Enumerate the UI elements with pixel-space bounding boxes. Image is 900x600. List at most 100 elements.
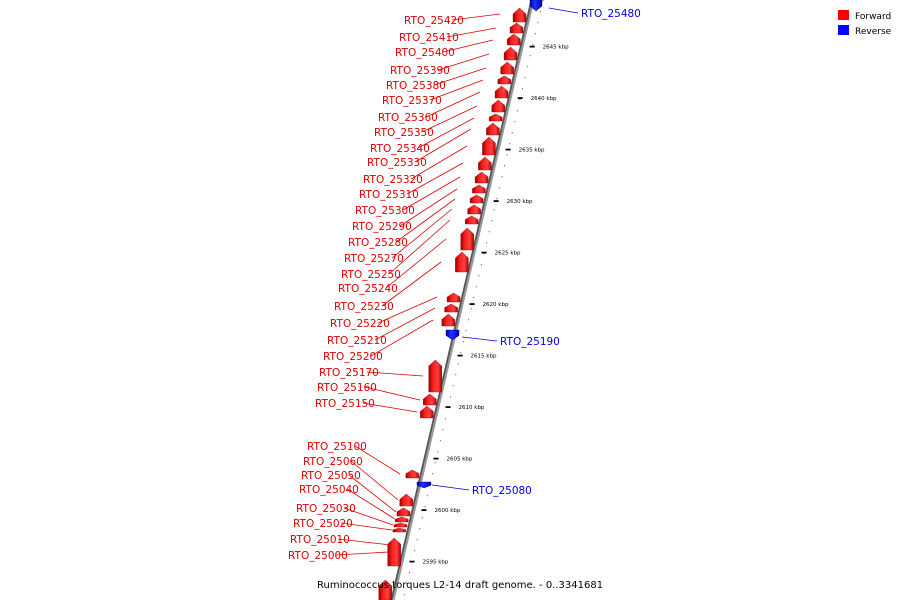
gene-RTO_25340[interactable] [488,113,503,122]
gene-RTO_25400[interactable] [507,33,521,46]
scale-tick-label: 2615 kbp [471,354,497,360]
gene-label-RTO_25270[interactable]: RTO_25270 [344,253,404,265]
gene-label-RTO_25340[interactable]: RTO_25340 [370,143,430,155]
gene-RTO_25100[interactable] [405,469,420,479]
gene-label-RTO_25160[interactable]: RTO_25160 [317,382,377,394]
gene-RTO_25370[interactable] [497,75,512,85]
gene-RTO_25220[interactable] [446,292,461,303]
gene-label-RTO_25050[interactable]: RTO_25050 [301,470,361,482]
callout-line [406,162,464,195]
scale-tick-label: 2635 kbp [519,148,545,154]
gene-RTO_25240[interactable] [460,227,474,251]
callout-line [442,39,494,53]
gene-RTO_25320[interactable] [482,136,496,156]
gene-label-RTO_25010[interactable]: RTO_25010 [290,534,350,546]
gene-label-RTO_25200[interactable]: RTO_25200 [323,351,383,363]
gene-label-RTO_25310[interactable]: RTO_25310 [359,189,419,201]
gene-label-RTO_25100[interactable]: RTO_25100 [307,441,367,453]
scale-tick-mark [409,560,415,563]
gene-RTO_25190[interactable] [445,329,460,341]
gene-RTO_25280[interactable] [469,194,484,204]
gene-RTO_25380[interactable] [500,61,514,75]
gene-label-RTO_25320[interactable]: RTO_25320 [363,174,423,186]
gene-label-RTO_25170[interactable]: RTO_25170 [319,367,379,379]
callout-line [377,296,438,324]
gene-RTO_25170[interactable] [428,359,442,393]
scale-dot [475,286,477,288]
scale-tick-mark [529,45,535,48]
gene-RTO_25000[interactable] [378,579,393,600]
gene-label-RTO_25290[interactable]: RTO_25290 [352,221,412,233]
gene-label-RTO_25480[interactable]: RTO_25480 [581,8,641,20]
scale-dot [529,55,531,57]
gene-RTO_25480[interactable] [529,0,543,12]
scale-dot [501,176,503,178]
gene-label-RTO_25390[interactable]: RTO_25390 [390,65,450,77]
gene-label-RTO_25040[interactable]: RTO_25040 [299,484,359,496]
gene-RTO_25410[interactable] [509,22,524,34]
gene-label-RTO_25220[interactable]: RTO_25220 [330,318,390,330]
gene-RTO_25300[interactable] [474,171,489,184]
gene-RTO_25420[interactable] [512,7,527,23]
gene-label-RTO_25370[interactable]: RTO_25370 [382,95,442,107]
gene-RTO_25200[interactable] [441,313,456,327]
gene-RTO_25210[interactable] [444,303,458,313]
gene-label-RTO_25360[interactable]: RTO_25360 [378,112,438,124]
callout-line [395,198,456,243]
gene-label-RTO_25030[interactable]: RTO_25030 [296,503,356,515]
gene-label-RTO_25230[interactable]: RTO_25230 [334,301,394,313]
callout-line [402,176,461,211]
gene-label-RTO_25400[interactable]: RTO_25400 [395,47,455,59]
gene-RTO_25310[interactable] [478,156,492,171]
callout-line [385,238,447,289]
scale-track: 2645 kbp 2640 kbp 2635 kbp 2630 kbp 2625 kbp… [403,0,569,596]
gene-RTO_25330[interactable] [486,122,500,136]
gene-label-RTO_25210[interactable]: RTO_25210 [327,335,387,347]
gene-label-RTO_25250[interactable]: RTO_25250 [341,269,401,281]
scale-dot [539,11,541,13]
gene-label-RTO_25330[interactable]: RTO_25330 [367,157,427,169]
gene-label-RTO_25380[interactable]: RTO_25380 [386,80,446,92]
gene-RTO_25290[interactable] [472,184,486,194]
callout-line [354,445,401,475]
gene-RTO_25350[interactable] [491,99,505,113]
gene-label-RTO_25410[interactable]: RTO_25410 [399,32,459,44]
gene-RTO_25010[interactable] [387,537,401,567]
gene-RTO_25360[interactable] [494,85,509,99]
gene-RTO_25230[interactable] [455,251,469,273]
gene-label-RTO_25350[interactable]: RTO_25350 [374,127,434,139]
gene-RTO_25390[interactable] [503,46,518,61]
scale-tick-label: 2645 kbp [543,45,569,51]
gene-RTO_25270[interactable] [467,204,481,215]
gene-label-RTO_25060[interactable]: RTO_25060 [303,456,363,468]
gene-RTO_25250[interactable] [464,215,479,225]
gene-label-RTO_25190[interactable]: RTO_25190 [500,336,560,348]
scale-dot [480,264,482,266]
legend-label-forward: Forward [855,12,891,22]
gene-label-RTO_25280[interactable]: RTO_25280 [348,237,408,249]
gene-label-RTO_25000[interactable]: RTO_25000 [288,550,348,562]
scale-dot [419,528,421,530]
gene-RTO_25080[interactable] [416,481,432,489]
gene-RTO_25020[interactable] [392,527,407,533]
gene-RTO_25160[interactable] [423,393,437,406]
scale-dot [465,330,467,332]
callout-line [388,219,451,275]
gene-RTO_25040[interactable] [395,516,409,523]
gene-label-RTO_25020[interactable]: RTO_25020 [293,518,353,530]
gene-label-RTO_25420[interactable]: RTO_25420 [404,15,464,27]
scale-dot [437,451,439,453]
gene-label-RTO_25150[interactable]: RTO_25150 [315,398,375,410]
callout-line [417,117,475,149]
legend: Forward Reverse [838,10,892,37]
gene-label-RTO_25240[interactable]: RTO_25240 [338,283,398,295]
gene-RTO_25150[interactable] [420,405,434,419]
gene-RTO_25030[interactable] [393,522,408,528]
scale-dot [455,374,457,376]
gene-RTO_25050[interactable] [396,507,411,517]
gene-RTO_25060[interactable] [399,493,414,507]
scale-dot [444,418,446,420]
gene-label-RTO_25080[interactable]: RTO_25080 [472,485,532,497]
gene-label-RTO_25300[interactable]: RTO_25300 [355,205,415,217]
scale-tick-mark [469,303,475,305]
